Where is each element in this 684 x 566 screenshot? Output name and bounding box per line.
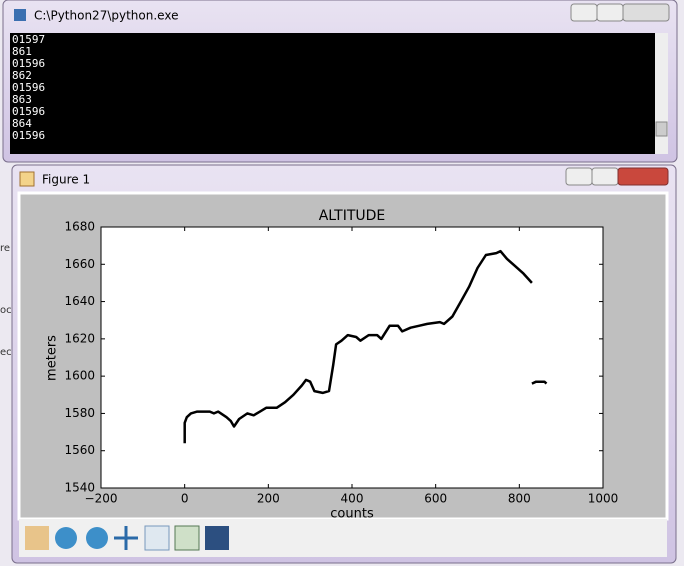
subplots-button[interactable] bbox=[174, 525, 200, 551]
x-tick-label: −200 bbox=[85, 492, 118, 506]
y-tick-label: 1600 bbox=[64, 369, 95, 383]
y-tick-label: 1640 bbox=[64, 294, 95, 308]
data-line bbox=[183, 249, 548, 444]
x-tick-label: 600 bbox=[424, 492, 447, 506]
console-line: 861 bbox=[12, 45, 32, 58]
y-tick-label: 1580 bbox=[64, 406, 95, 420]
window-title: C:\Python27\python.exe bbox=[34, 9, 178, 23]
console-line: 864 bbox=[12, 117, 32, 130]
bg-text: oc bbox=[0, 305, 12, 316]
window-title: Figure 1 bbox=[42, 173, 90, 187]
x-tick-label: 0 bbox=[181, 492, 189, 506]
y-tick-label: 1540 bbox=[64, 481, 95, 495]
python-icon bbox=[14, 9, 26, 21]
console-line: 01596 bbox=[12, 105, 45, 118]
console-line: 01596 bbox=[12, 129, 45, 142]
close-button[interactable] bbox=[617, 167, 669, 186]
scroll-thumb[interactable] bbox=[655, 121, 668, 137]
y-axis-label: meters bbox=[45, 335, 60, 381]
x-tick-label: 400 bbox=[341, 492, 364, 506]
figure-icon bbox=[19, 171, 35, 187]
back-button[interactable] bbox=[55, 527, 77, 549]
plot-area bbox=[100, 226, 604, 489]
maximize-button[interactable] bbox=[591, 167, 619, 186]
y-tick-label: 1560 bbox=[64, 443, 95, 457]
save-button[interactable] bbox=[205, 526, 229, 550]
minimize-button[interactable] bbox=[565, 167, 593, 186]
console-line: 863 bbox=[12, 93, 32, 106]
bg-text: re bbox=[0, 243, 10, 254]
x-tick-label: 1000 bbox=[588, 492, 619, 506]
console-area bbox=[10, 33, 655, 154]
home-button[interactable] bbox=[25, 526, 49, 550]
bg-text: ec, bbox=[0, 347, 15, 358]
pan-button[interactable] bbox=[114, 526, 138, 550]
minimize-button[interactable] bbox=[570, 3, 598, 22]
close-button[interactable] bbox=[622, 3, 670, 22]
forward-button[interactable] bbox=[86, 527, 108, 549]
x-axis-label: counts bbox=[330, 507, 374, 522]
y-tick-label: 1660 bbox=[64, 257, 95, 271]
zoom-button[interactable] bbox=[144, 525, 170, 551]
maximize-button[interactable] bbox=[596, 3, 624, 22]
console-line: 862 bbox=[12, 69, 32, 82]
console-line: 01597 bbox=[12, 33, 45, 46]
y-tick-label: 1680 bbox=[64, 220, 95, 234]
x-tick-label: 800 bbox=[508, 492, 531, 506]
chart: ALTITUDE counts meters −200 0 200 400 600 800… bbox=[45, 208, 619, 522]
console-line: 01596 bbox=[12, 81, 45, 94]
y-tick-label: 1620 bbox=[64, 331, 95, 345]
x-tick-label: 200 bbox=[257, 492, 280, 506]
chart-title: ALTITUDE bbox=[319, 208, 386, 224]
console-line: 01596 bbox=[12, 57, 45, 70]
